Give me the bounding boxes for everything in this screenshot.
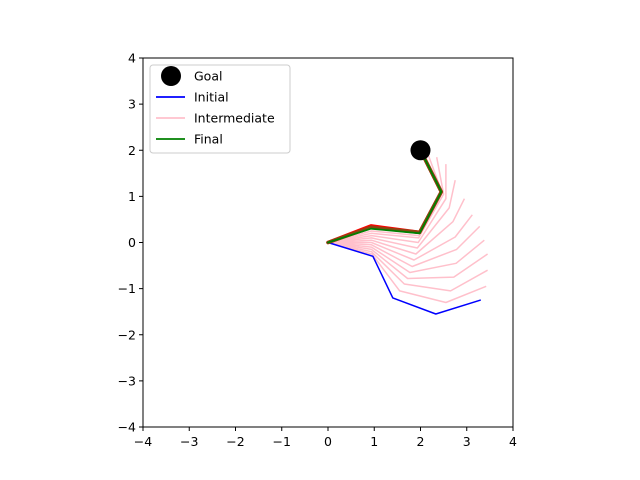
axis-ticks: −4 −3 −2 −1 0 1 2 3 4 −4 −3 −2 −1 0 1 2 3 4: [118, 51, 517, 450]
x-tick-label: −2: [226, 434, 244, 449]
final-line: [327, 149, 443, 244]
x-tick-label: 1: [370, 434, 378, 449]
x-tick-label: −4: [134, 434, 152, 449]
y-tick-label: −1: [118, 281, 136, 296]
legend-label-goal: Goal: [194, 69, 222, 84]
legend-label-final: Final: [194, 132, 223, 147]
intermediate-path-2: [327, 241, 489, 280]
goal-marker: [410, 140, 431, 161]
x-tick-label: 2: [417, 434, 425, 449]
plot-area: [326, 140, 489, 315]
intermediate-path-9: [327, 157, 445, 244]
y-tick-label: −4: [118, 420, 136, 435]
intermediate-path-5: [328, 214, 473, 261]
intermediate-path-7: [327, 180, 456, 249]
intermediate-path-8: [327, 164, 447, 244]
initial-line: [327, 241, 481, 315]
intermediate-path-1: [327, 241, 488, 292]
y-tick-label: 4: [128, 51, 136, 66]
legend-goal-marker: [161, 66, 181, 86]
legend-label-intermediate: Intermediate: [194, 111, 275, 126]
intermediate-path-6: [327, 198, 466, 255]
intermediate-path-3: [327, 239, 485, 274]
intermediate-path-0: [327, 241, 487, 304]
x-tick-label: −1: [273, 434, 291, 449]
y-tick-label: −3: [118, 373, 136, 388]
y-tick-label: 3: [128, 97, 136, 112]
y-tick-label: −2: [118, 327, 136, 342]
y-tick-label: 2: [128, 143, 136, 158]
x-tick-label: 0: [324, 434, 332, 449]
legend-box: [149, 64, 291, 154]
y-tick-label: 0: [128, 235, 136, 250]
x-tick-label: −3: [180, 434, 198, 449]
x-tick-label: 4: [509, 434, 517, 449]
intermediate-path-4: [327, 225, 481, 268]
y-tick-label: 1: [128, 189, 136, 204]
x-tick-label: 3: [463, 434, 471, 449]
intermediate-path-10: [327, 152, 443, 244]
legend: Goal Initial Intermediate Final: [149, 64, 291, 154]
legend-label-initial: Initial: [194, 90, 229, 105]
